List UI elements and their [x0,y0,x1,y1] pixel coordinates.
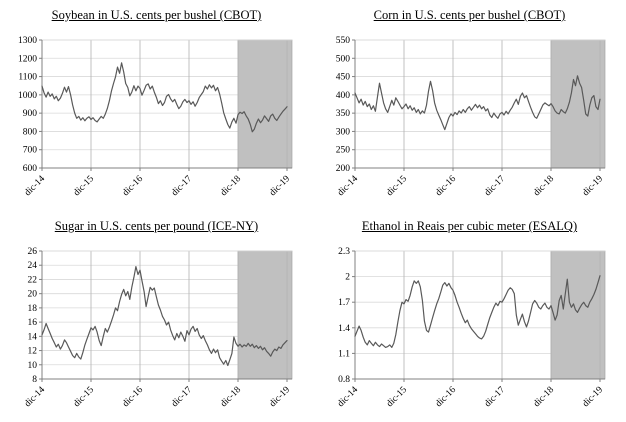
forecast-shade-region [237,39,293,169]
ethanol-chart: dic-14 dic-15 dic-16 dic-17 dic-18 dic-19 0.8 1… [336,247,606,409]
y-tick-label: 12 [28,347,38,357]
price-line [354,75,601,131]
y-tick-label: 1.1 [338,349,350,359]
y-tick-label: 26 [28,247,38,257]
x-tick-label: dic-16 [434,385,458,409]
forecast-shade-region [550,250,606,380]
y-tick-label: 700 [23,146,38,156]
chart-cell-corn: Corn in U.S. cents per bushel (CBOT) dic… [313,0,626,211]
y-tick-label: 1.7 [338,298,350,308]
y-tick-label: 250 [336,146,351,156]
x-tick-label: dic-14 [23,174,47,198]
y-tick-label: 20 [28,290,38,300]
x-tick-label: dic-16 [121,174,145,198]
y-tick-label: 16 [28,318,38,328]
y-tick-label: 400 [336,91,351,101]
x-tick-label: dic-19 [268,174,292,198]
price-line [354,275,601,349]
price-line [41,266,288,367]
x-tick-label: dic-17 [170,174,194,198]
soybean-chart: dic-14 dic-15 dic-16 dic-17 dic-18 dic-19 600 7… [18,36,293,198]
y-tick-label: 1300 [18,36,37,46]
x-tick-label: dic-17 [483,174,507,198]
y-tick-label: 1000 [18,91,37,101]
y-tick-label: 14 [28,332,38,342]
forecast-shade-region [237,250,293,380]
x-tick-label: dic-16 [121,385,145,409]
x-tick-label: dic-18 [219,385,243,409]
y-tick-label: 450 [336,73,351,83]
y-tick-label: 600 [23,164,38,174]
x-tick-label: dic-15 [72,385,96,409]
y-tick-label: 800 [23,127,38,137]
corn-chart: dic-14 dic-15 dic-16 dic-17 dic-18 dic-19 200 2… [336,36,606,198]
x-tick-label: dic-19 [268,385,292,409]
soybean-chart-title: Soybean in U.S. cents per bushel (CBOT) [51,8,262,22]
x-tick-label: dic-17 [170,385,194,409]
y-tick-label: 1200 [18,54,37,64]
y-tick-label: 1100 [18,73,37,83]
y-tick-label: 2.3 [338,247,350,257]
y-tick-label: 200 [336,164,351,174]
x-tick-label: dic-18 [219,174,243,198]
x-tick-label: dic-18 [532,385,556,409]
y-tick-label: 350 [336,109,351,119]
x-tick-label: dic-15 [385,174,409,198]
y-tick-label: 500 [336,54,351,64]
x-tick-label: dic-14 [336,385,360,409]
chart-cell-soybean: Soybean in U.S. cents per bushel (CBOT) … [0,0,313,211]
y-tick-label: 22 [28,275,38,285]
corn-chart-title: Corn in U.S. cents per bushel (CBOT) [373,8,566,22]
x-tick-label: dic-14 [23,385,47,409]
x-tick-label: dic-17 [483,385,507,409]
x-tick-label: dic-15 [72,174,96,198]
y-tick-label: 900 [23,109,38,119]
forecast-shade-region [550,39,606,169]
price-line [41,62,288,133]
y-tick-label: 18 [28,304,38,314]
y-tick-label: 300 [336,127,351,137]
x-tick-label: dic-19 [581,174,605,198]
ethanol-chart-title: Ethanol in Reais per cubic meter (ESALQ) [361,219,578,233]
y-tick-label: 550 [336,36,351,46]
x-tick-label: dic-15 [385,385,409,409]
y-tick-label: 10 [28,361,38,371]
y-tick-label: 1.4 [338,324,350,334]
sugar-chart: dic-14 dic-15 dic-16 dic-17 dic-18 dic-19 8 10 1… [23,247,293,409]
chart-cell-sugar: Sugar in U.S. cents per pound (ICE-NY) d… [0,211,313,422]
x-tick-label: dic-16 [434,174,458,198]
y-tick-label: 0.8 [338,375,350,385]
x-tick-label: dic-19 [581,385,605,409]
x-tick-label: dic-14 [336,174,360,198]
y-tick-label: 24 [28,261,38,271]
y-tick-label: 8 [32,375,37,385]
sugar-chart-title: Sugar in U.S. cents per pound (ICE-NY) [54,219,259,233]
chart-cell-ethanol: Ethanol in Reais per cubic meter (ESALQ)… [313,211,626,422]
y-tick-label: 2 [345,273,350,283]
x-tick-label: dic-18 [532,174,556,198]
